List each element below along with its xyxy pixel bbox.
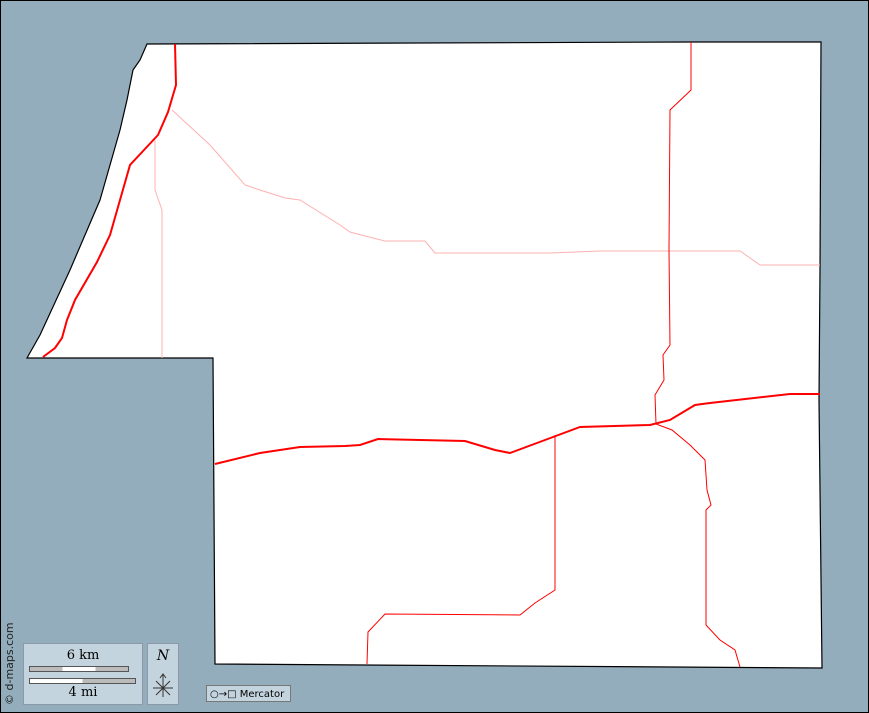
road — [654, 42, 741, 668]
mi-bar — [29, 678, 136, 684]
major-roads — [42, 42, 820, 668]
projection-label: ○→□ Mercator — [206, 685, 291, 702]
minor-roads — [154, 109, 820, 358]
highway — [42, 43, 178, 358]
minor-road — [171, 109, 820, 266]
road — [366, 435, 556, 665]
credit-text: © d-maps.com — [3, 622, 16, 705]
scale-mi-label: 4 mi — [68, 685, 98, 700]
north-arrow: N — [147, 643, 179, 705]
scale-km-label: 6 km — [66, 648, 100, 663]
minor-road — [154, 140, 163, 358]
highway — [214, 393, 820, 465]
km-bar — [29, 666, 129, 672]
county-land — [25, 41, 823, 669]
north-label: N — [156, 648, 170, 664]
compass-icon — [153, 673, 173, 697]
scale-bar: 6 km 4 mi — [23, 643, 143, 705]
